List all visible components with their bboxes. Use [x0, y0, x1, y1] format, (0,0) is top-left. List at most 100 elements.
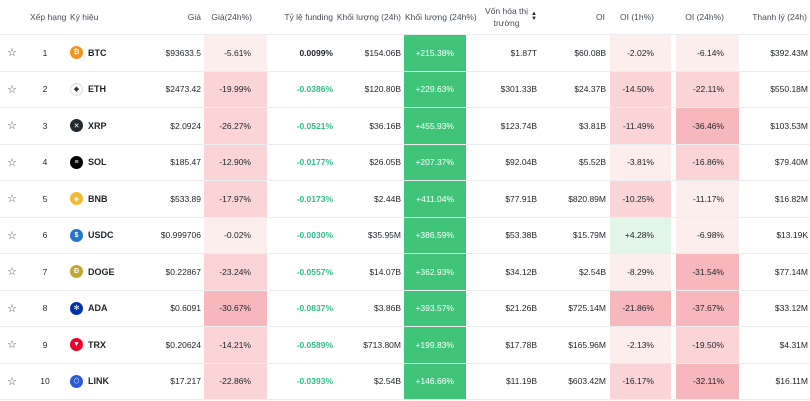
sort-icon[interactable]: ▲ ▼: [531, 11, 537, 22]
ethereum-icon: ◆: [70, 82, 83, 96]
mcap-cell: $301.33B: [500, 84, 537, 95]
oi-1h-cell: -2.02%: [610, 35, 671, 71]
oi-cell: $2.54B: [579, 266, 606, 277]
price-change-cell: -5.61%: [204, 35, 267, 71]
oi-cell: $3.81B: [579, 120, 606, 131]
liquidation-cell: $79.40M: [774, 157, 808, 168]
favorite-star-icon[interactable]: ☆: [7, 83, 17, 96]
symbol-label: USDC: [88, 230, 114, 241]
liquidation-cell: $33.12M: [774, 303, 808, 314]
header-oi-24h[interactable]: OI (24h%): [685, 12, 724, 22]
header-volume[interactable]: Khối lượng (24h): [336, 12, 401, 22]
oi-24h-cell: -32.11%: [676, 363, 739, 399]
chainlink-icon: ⬡: [70, 374, 83, 388]
volume-change-cell: +362.93%: [404, 254, 466, 290]
header-liquidation[interactable]: Thanh lý (24h): [752, 12, 807, 22]
mcap-cell: $11.19B: [505, 376, 537, 387]
table-row[interactable]: ☆ 5 ◈ BNB $533.89 -17.97% -0.0173% $2.44B +411.0…: [0, 181, 810, 218]
price-cell: $0.999706: [160, 230, 201, 241]
symbol-cell[interactable]: $ USDC: [70, 218, 135, 254]
oi-24h-cell: -19.50%: [676, 327, 739, 363]
bnb-icon: ◈: [70, 192, 83, 206]
symbol-cell[interactable]: ✻ ADA: [70, 291, 135, 327]
header-oi-1h[interactable]: OI (1h%): [619, 12, 654, 22]
header-symbol[interactable]: Ký hiệu: [70, 12, 99, 22]
volume-change-cell: +229.63%: [404, 71, 466, 107]
volume-change-cell: +146.66%: [404, 363, 466, 399]
price-cell: $93633.5: [165, 47, 201, 58]
mcap-cell: $92.04B: [505, 157, 537, 168]
table-row[interactable]: ☆ 2 ◆ ETH $2473.42 -19.99% -0.0386% $120.80B +22…: [0, 71, 810, 108]
rank-cell: 10: [40, 376, 50, 387]
oi-1h-cell: -14.50%: [610, 71, 671, 107]
table-row[interactable]: ☆ 6 $ USDC $0.999706 -0.02% -0.0030% $35.95M +38…: [0, 217, 810, 254]
volume-cell: $14.07B: [369, 266, 401, 277]
symbol-cell[interactable]: ✕ XRP: [70, 108, 135, 144]
oi-1h-cell: -11.49%: [610, 108, 671, 144]
price-cell: $185.47: [170, 157, 201, 168]
header-price-change[interactable]: Giá(24h%): [211, 12, 252, 22]
symbol-cell[interactable]: ▼ TRX: [70, 327, 135, 363]
favorite-star-icon[interactable]: ☆: [7, 302, 17, 315]
table-row[interactable]: ☆ 8 ✻ ADA $0.6091 -30.67% -0.0837% $3.86B +393.5…: [0, 290, 810, 327]
liquidation-cell: $550.18M: [770, 84, 808, 95]
symbol-cell[interactable]: ◆ ETH: [70, 72, 135, 108]
mcap-cell: $53.38B: [505, 230, 537, 241]
symbol-label: SOL: [88, 157, 107, 168]
volume-change-cell: +386.59%: [404, 217, 466, 253]
favorite-star-icon[interactable]: ☆: [7, 47, 17, 60]
favorite-star-icon[interactable]: ☆: [7, 229, 17, 242]
header-oi[interactable]: OI: [596, 12, 605, 22]
price-cell: $533.89: [170, 193, 201, 204]
oi-24h-cell: -36.46%: [676, 108, 739, 144]
table-row[interactable]: ☆ 9 ▼ TRX $0.20624 -14.21% -0.0589% $713.80M +19…: [0, 327, 810, 364]
table-row[interactable]: ☆ 1 ₿ BTC $93633.5 -5.61% 0.0099% $154.06B +215.…: [0, 35, 810, 72]
symbol-label: TRX: [88, 339, 106, 350]
symbol-cell[interactable]: ◈ BNB: [70, 181, 135, 217]
symbol-cell[interactable]: ₿ BTC: [70, 35, 135, 71]
rank-cell: 5: [42, 193, 48, 204]
volume-cell: $2.44B: [374, 193, 401, 204]
oi-24h-cell: -31.54%: [676, 254, 739, 290]
liquidation-cell: $77.14M: [774, 266, 808, 277]
oi-24h-cell: -22.11%: [676, 71, 739, 107]
mcap-cell: $34.12B: [505, 266, 537, 277]
mcap-cell: $17.78B: [505, 339, 537, 350]
oi-cell: $603.42M: [568, 376, 606, 387]
favorite-star-icon[interactable]: ☆: [7, 339, 17, 352]
header-price[interactable]: Giá: [187, 12, 201, 22]
symbol-cell[interactable]: ≡ SOL: [70, 145, 135, 181]
favorite-star-icon[interactable]: ☆: [7, 266, 17, 279]
volume-cell: $713.80M: [363, 339, 401, 350]
funding-cell: -0.0521%: [296, 120, 333, 131]
header-mcap-line2: trường: [493, 18, 520, 28]
symbol-cell[interactable]: ⬡ LINK: [70, 364, 135, 400]
oi-24h-cell: -16.86%: [676, 144, 739, 180]
table-row[interactable]: ☆ 3 ✕ XRP $2.0924 -26.27% -0.0521% $36.16B +455.…: [0, 108, 810, 145]
oi-cell: $165.96M: [568, 339, 606, 350]
symbol-cell[interactable]: Ð DOGE: [70, 254, 135, 290]
header-volume-change[interactable]: Khối lượng (24h%): [405, 12, 477, 22]
favorite-star-icon[interactable]: ☆: [7, 120, 17, 133]
table-row[interactable]: ☆ 10 ⬡ LINK $17.217 -22.86% -0.0393% $2.54B +146…: [0, 363, 810, 400]
header-rank[interactable]: Xếp hạng: [30, 12, 67, 22]
usdc-icon: $: [70, 228, 83, 242]
price-change-cell: -22.86%: [204, 363, 267, 399]
symbol-label: DOGE: [88, 266, 115, 277]
table-row[interactable]: ☆ 4 ≡ SOL $185.47 -12.90% -0.0177% $26.05B +207.…: [0, 144, 810, 181]
table-row[interactable]: ☆ 7 Ð DOGE $0.22867 -23.24% -0.0557% $14.07B +36…: [0, 254, 810, 291]
funding-cell: -0.0173%: [296, 193, 333, 204]
funding-cell: -0.0557%: [296, 266, 333, 277]
liquidation-cell: $13.19K: [776, 230, 808, 241]
favorite-star-icon[interactable]: ☆: [7, 193, 17, 206]
header-funding[interactable]: Tỷ lệ funding: [284, 12, 333, 22]
volume-change-cell: +455.93%: [404, 108, 466, 144]
symbol-label: LINK: [88, 376, 109, 387]
price-change-cell: -26.27%: [204, 108, 267, 144]
oi-cell: $15.79M: [572, 230, 606, 241]
liquidation-cell: $392.43M: [770, 47, 808, 58]
favorite-star-icon[interactable]: ☆: [7, 375, 17, 388]
mcap-cell: $1.87T: [510, 47, 537, 58]
header-mcap[interactable]: Vốn hóa thị trường ▲ ▼: [470, 0, 537, 34]
favorite-star-icon[interactable]: ☆: [7, 156, 17, 169]
